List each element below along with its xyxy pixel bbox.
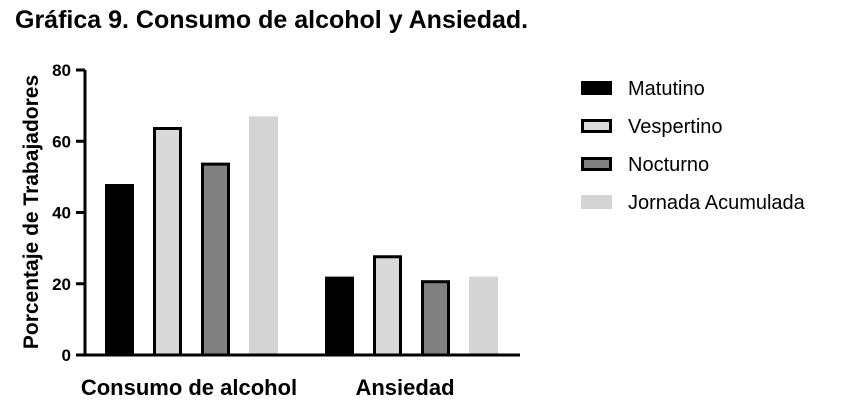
x-category-label: Consumo de alcohol [81,375,297,400]
bar-1-1 [105,184,134,357]
bar-1-2 [325,276,354,357]
y-axis-ticks: 0 20 40 60 80 [52,61,85,365]
legend-label: Matutino [628,78,705,100]
chart-title: Gráfica 9. Consumo de alcohol y Ansiedad… [15,6,529,34]
y-tick-label: 40 [52,204,71,223]
bars [105,116,498,357]
y-tick-label: 0 [62,346,71,365]
legend-swatch-2 [581,119,612,133]
bar-3-2 [421,280,450,357]
x-category-label: Ansiedad [355,375,454,400]
category-labels: Consumo de alcohol Ansiedad [81,375,455,400]
legend-swatch-3 [581,157,612,171]
legend: Matutino Vespertino Nocturno Jornada Acumul… [581,78,806,214]
legend-label: Nocturno [628,154,709,176]
legend-label: Vespertino [628,116,723,138]
y-tick-label: 80 [52,61,71,80]
legend-swatch-1 [581,81,612,95]
bar-3-1 [201,162,230,357]
bar-2-2 [373,255,402,357]
legend-label: Jornada Acumulada [628,192,806,214]
y-tick-label: 20 [52,275,71,294]
bar-4-2 [469,276,498,355]
legend-swatch-4 [581,195,612,209]
y-axis-label: Porcentaje de Trabajadores [20,75,43,349]
bar-4-1 [249,116,278,355]
bar-2-1 [153,127,182,357]
y-tick-label: 60 [52,132,71,151]
